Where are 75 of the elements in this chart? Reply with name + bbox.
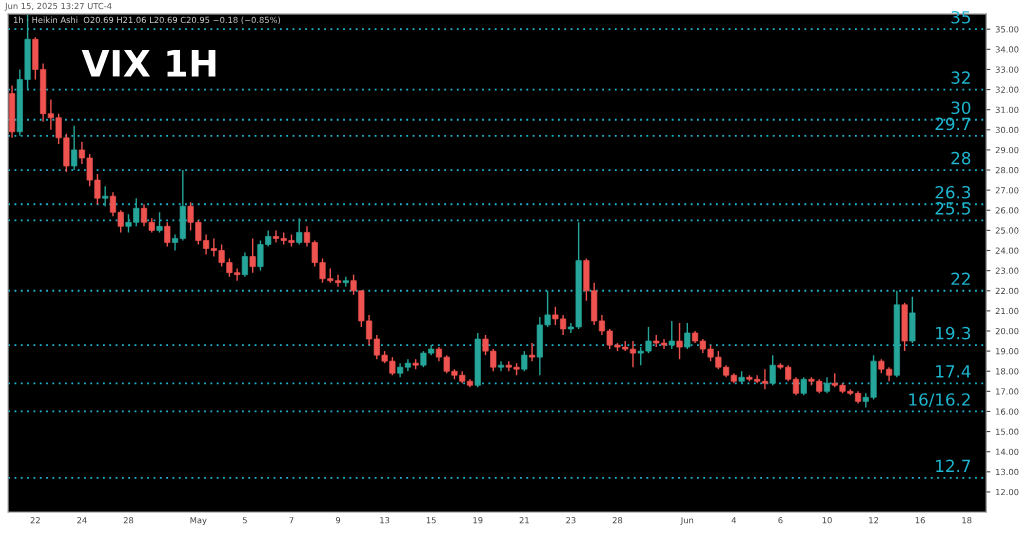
y-tick-label: 17.00 <box>996 388 1019 395</box>
candlestick <box>676 322 683 360</box>
x-tick-label: 6 <box>778 517 783 524</box>
x-tick-label: 7 <box>289 517 294 524</box>
candlestick <box>249 237 256 274</box>
y-tick-label: 24.00 <box>995 247 1019 254</box>
ref-line-label: 29.7 <box>935 117 971 131</box>
ref-line-label: 25.5 <box>935 202 970 215</box>
x-tick-label: Jun <box>680 517 694 525</box>
candlestick <box>668 320 675 350</box>
ref-line-label: 28 <box>951 151 971 165</box>
candlestick <box>342 275 349 288</box>
y-tick-label: 19.00 <box>996 348 1019 355</box>
y-tick-label: 22.00 <box>995 287 1019 295</box>
x-tick-label: 22 <box>30 517 40 524</box>
y-tick-label: 28.00 <box>995 167 1019 174</box>
y-tick-label: 27.00 <box>995 187 1019 194</box>
x-tick-label: 28 <box>612 517 623 524</box>
y-tick-label: 25.00 <box>995 227 1019 234</box>
candlestick <box>529 342 536 362</box>
x-tick-label: 10 <box>822 517 832 524</box>
ref-line-label: 30 <box>951 101 971 115</box>
ref-line-label: 22 <box>951 272 970 285</box>
x-tick-label: 23 <box>566 517 576 524</box>
y-tick-label: 14.00 <box>996 448 1019 455</box>
ref-line-label: 19.3 <box>936 326 971 340</box>
y-tick-label: 15.00 <box>996 428 1019 435</box>
y-tick-label: 16.00 <box>996 408 1019 415</box>
x-tick-label: 24 <box>77 517 87 524</box>
y-tick-label: 34.00 <box>995 46 1019 53</box>
candlestick <box>769 354 776 386</box>
candlestick <box>102 185 109 207</box>
x-tick-label: 18 <box>962 517 972 524</box>
y-tick-label: 21.00 <box>995 307 1019 315</box>
ref-line-label: 17.4 <box>936 365 971 378</box>
y-tick-label: 12.00 <box>996 488 1019 496</box>
x-tick-label: 4 <box>731 517 737 524</box>
x-tick-label: 13 <box>380 517 390 524</box>
x-tick-label: 28 <box>123 517 134 524</box>
y-tick-label: 29.00 <box>995 146 1019 154</box>
candlestick <box>241 251 248 278</box>
y-tick-label: 23.00 <box>995 267 1019 274</box>
x-tick-label: 12 <box>869 517 879 524</box>
candlestick <box>156 211 163 234</box>
candlestick <box>164 221 171 248</box>
ref-line-label: 16/16.2 <box>909 393 970 408</box>
candlestick <box>800 376 807 397</box>
x-tick-label: 16 <box>915 517 925 524</box>
x-tick-label: 15 <box>426 517 436 524</box>
candlestick <box>497 360 505 372</box>
y-tick-label: 26.00 <box>995 207 1019 214</box>
x-tick-label: 19 <box>473 517 483 524</box>
candlestick <box>521 350 528 372</box>
candlestick <box>71 125 78 171</box>
ref-line-label: 32 <box>951 71 970 84</box>
ref-line-label: 35 <box>951 10 970 24</box>
candlestick <box>296 217 303 246</box>
x-tick-label: 21 <box>519 517 529 524</box>
x-tick-label: 5 <box>242 517 247 524</box>
y-tick-label: 33.00 <box>995 66 1019 73</box>
y-tick-label: 31.00 <box>995 106 1019 113</box>
x-tick-label: 9 <box>335 517 341 524</box>
y-tick-label: 30.00 <box>995 126 1019 134</box>
x-tick-label: May <box>190 517 207 525</box>
ref-line-label: 12.7 <box>936 459 971 472</box>
y-tick-label: 32.00 <box>995 86 1019 93</box>
ref-line-label: 26.3 <box>935 185 971 199</box>
y-tick-label: 18.00 <box>996 368 1019 375</box>
text: VIX 1H <box>81 50 216 77</box>
annotation: 1h · Heikin Ashi O20.69 H21.06 L20.69 C20.95 −0.18 (−0.85%) <box>14 16 281 25</box>
text: Jun 15, 2025 13:27 UTC-4 <box>4 2 112 11</box>
y-tick-label: 13.00 <box>996 468 1019 476</box>
candlestick <box>684 322 691 350</box>
y-tick-label: 35.00 <box>995 26 1019 33</box>
y-tick-label: 20.00 <box>995 327 1019 335</box>
